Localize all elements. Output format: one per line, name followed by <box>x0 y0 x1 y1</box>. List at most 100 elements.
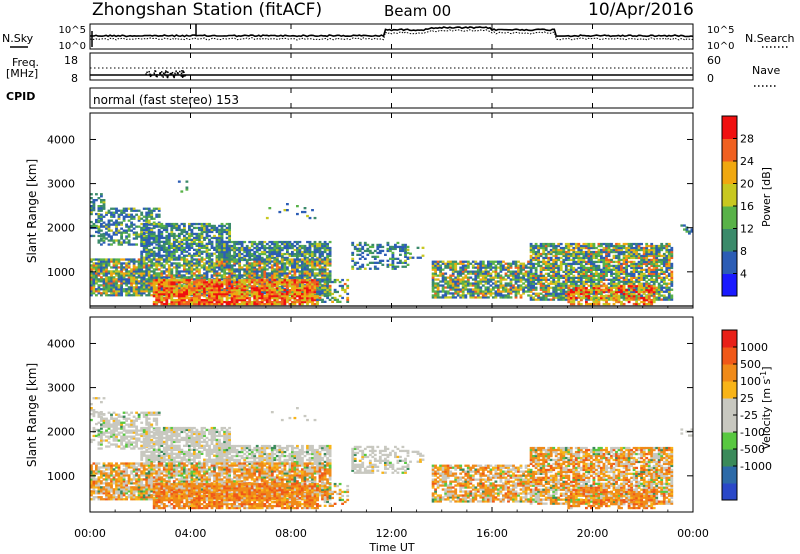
range-cell <box>185 285 189 288</box>
range-cell <box>323 240 327 244</box>
range-cell <box>185 289 189 292</box>
range-cell <box>275 291 279 294</box>
range-cell <box>311 244 314 248</box>
range-cell <box>213 283 216 286</box>
range-cell <box>175 287 179 290</box>
range-cell <box>554 250 558 254</box>
range-cell <box>195 258 199 261</box>
range-cell <box>205 234 209 238</box>
range-cell <box>120 213 124 216</box>
range-cell <box>579 272 583 275</box>
range-cell <box>595 254 598 258</box>
range-cell <box>170 222 174 226</box>
range-cell <box>519 272 523 275</box>
range-cell <box>444 264 448 267</box>
range-cell <box>451 284 455 287</box>
range-cell <box>600 276 603 279</box>
range-cell <box>549 268 553 271</box>
range-cell <box>172 281 176 284</box>
range-cell <box>180 291 184 294</box>
range-cell <box>127 274 131 277</box>
range-cell <box>456 282 460 285</box>
range-cell <box>303 279 307 282</box>
range-cell <box>165 295 169 298</box>
range-cell <box>115 274 118 277</box>
range-cell <box>562 284 566 287</box>
range-cell <box>175 258 179 261</box>
range-cell <box>301 289 304 292</box>
range-cell <box>446 276 450 279</box>
freq-excursion <box>149 75 152 78</box>
range-cell <box>167 236 171 240</box>
range-cell <box>245 272 249 275</box>
range-cell <box>160 236 164 240</box>
range-cell <box>235 252 239 256</box>
range-cell <box>172 295 176 298</box>
range-cell <box>600 274 603 277</box>
range-cell <box>585 274 588 277</box>
range-cell <box>243 256 247 260</box>
range-cell <box>258 279 262 282</box>
range-cell <box>527 266 531 269</box>
range-cell <box>487 288 490 291</box>
range-cell <box>243 281 247 284</box>
range-cell <box>225 260 229 263</box>
range-cell <box>298 279 302 282</box>
range-cell <box>233 295 237 298</box>
range-cell <box>230 272 234 275</box>
range-cell <box>220 226 224 230</box>
range-cell <box>582 244 586 248</box>
range-cell <box>326 264 330 267</box>
range-cell <box>137 225 141 228</box>
range-cell <box>142 292 146 295</box>
range-cell <box>585 244 588 248</box>
range-cell <box>238 254 242 258</box>
range-cell <box>260 272 264 275</box>
range-cell <box>326 296 330 300</box>
range-cell <box>562 288 566 291</box>
range-cell <box>554 294 558 297</box>
range-cell <box>162 287 166 290</box>
range-cell <box>316 256 319 260</box>
range-cell <box>215 302 219 306</box>
range-cell <box>145 234 149 238</box>
range-cell <box>356 249 360 253</box>
range-cell <box>185 293 189 296</box>
freq-tick-bottom: 8 <box>71 72 78 85</box>
range-cell <box>434 290 438 293</box>
range-cell <box>451 262 455 265</box>
range-cell <box>298 244 302 248</box>
range-cell <box>532 248 536 252</box>
range-cell <box>177 244 181 247</box>
range-cell <box>368 261 372 264</box>
range-cell <box>303 295 307 298</box>
range-cell <box>142 228 146 232</box>
range-cell <box>208 293 211 296</box>
range-cell <box>200 287 204 290</box>
range-cell <box>250 276 254 279</box>
range-cell <box>487 264 490 267</box>
range-cell <box>361 247 365 251</box>
range-cell <box>132 237 136 240</box>
range-cell <box>572 268 576 271</box>
range-cell <box>552 260 556 264</box>
freq-excursion <box>180 72 183 75</box>
range-cell <box>165 240 169 243</box>
freq-excursion <box>159 72 162 75</box>
range-cell <box>323 262 327 265</box>
range-cell <box>92 278 96 281</box>
range-cell <box>147 250 151 253</box>
range-cell <box>391 251 395 255</box>
range-cell <box>446 266 450 269</box>
range-cell <box>494 270 498 273</box>
range-cell <box>177 295 181 298</box>
range-cell <box>434 260 438 263</box>
range-cell <box>258 240 262 244</box>
range-cell <box>245 287 249 290</box>
range-cell <box>147 228 151 232</box>
range-cell <box>517 286 520 289</box>
range-cell <box>125 270 129 273</box>
range-cell <box>293 289 297 292</box>
range-cell <box>574 256 578 260</box>
range-cell <box>160 222 164 226</box>
